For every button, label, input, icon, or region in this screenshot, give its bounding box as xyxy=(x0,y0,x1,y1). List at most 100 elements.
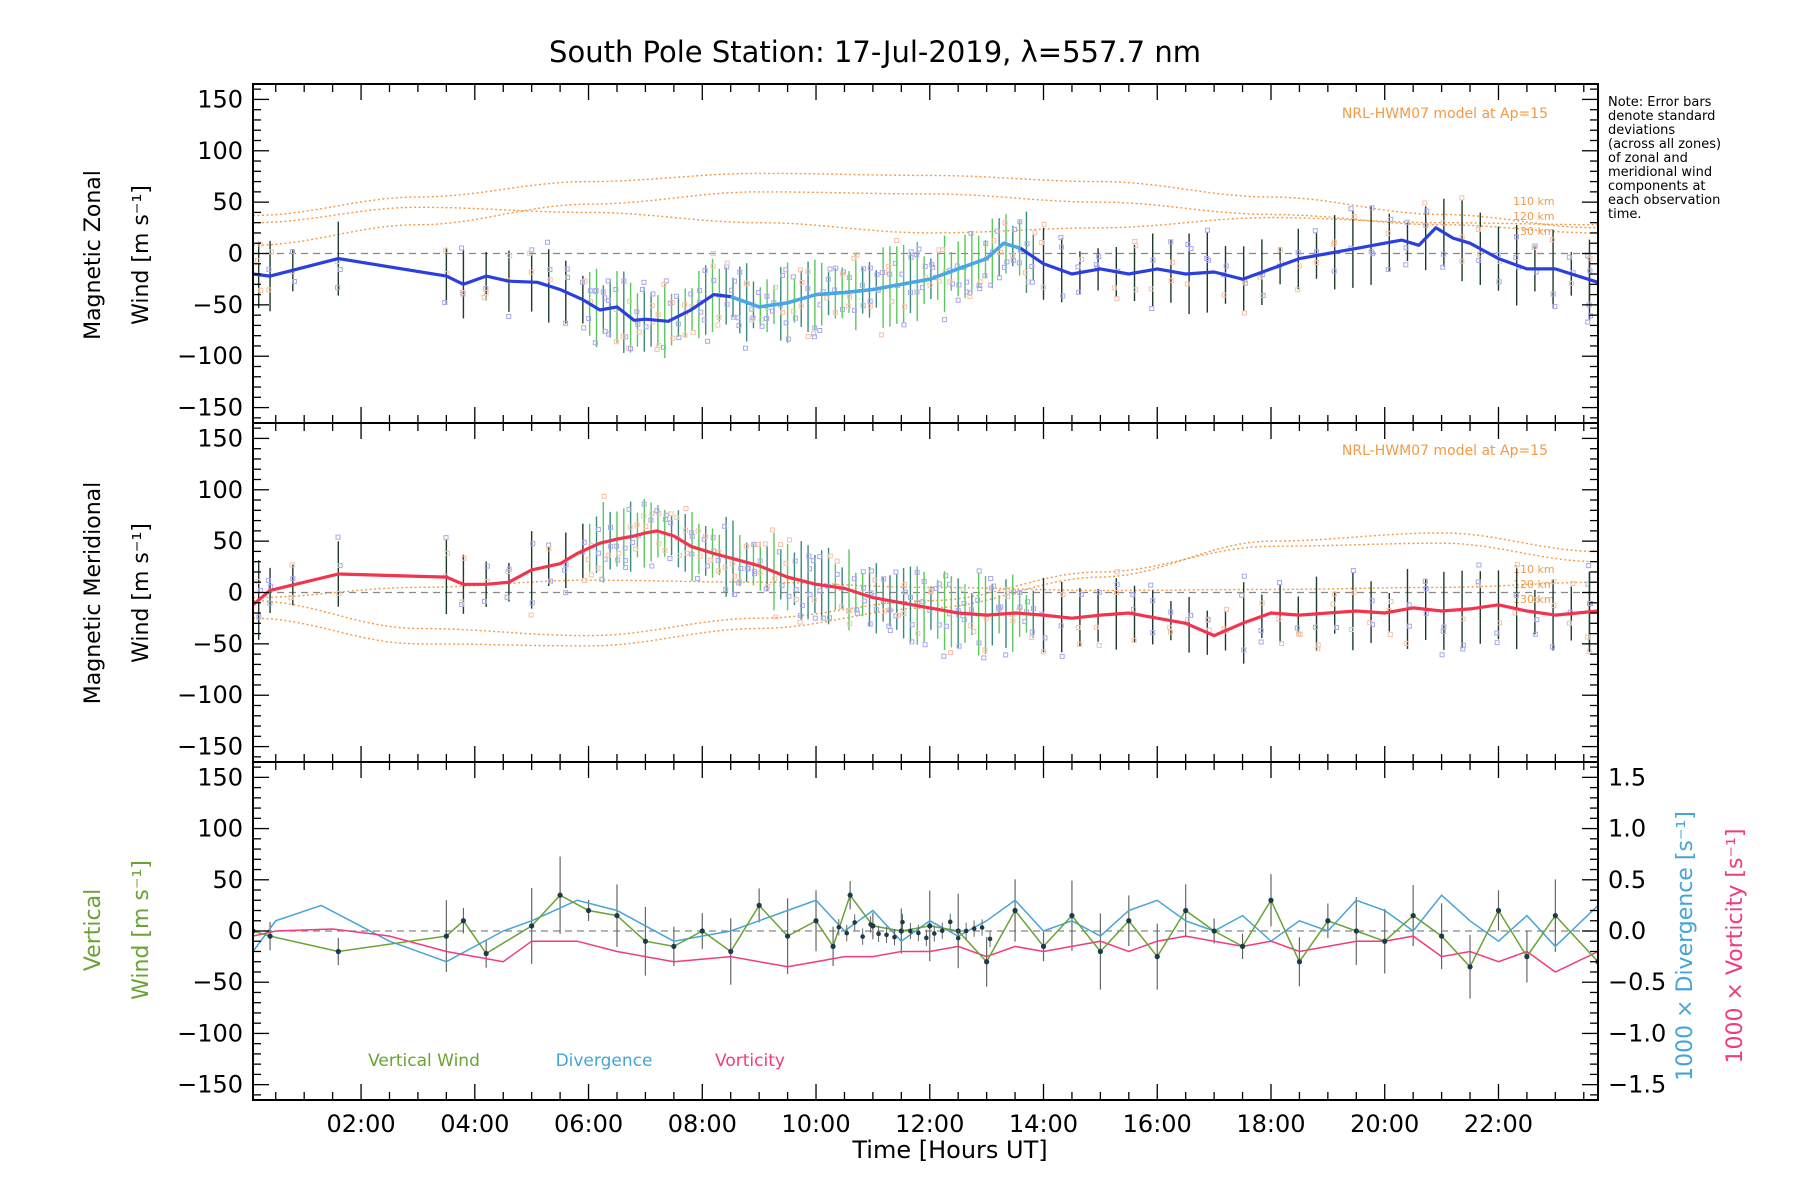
scatter-point xyxy=(1497,620,1503,626)
scatter-point xyxy=(976,568,982,574)
scatter-point xyxy=(649,510,655,516)
scatter-point xyxy=(697,553,703,559)
scatter-point xyxy=(825,276,831,282)
scatter-point xyxy=(587,288,593,294)
scatter-point xyxy=(1587,255,1593,261)
vertical-wind-point xyxy=(1211,928,1217,934)
scatter-point xyxy=(1012,226,1018,232)
scatter-point xyxy=(483,289,489,295)
scatter-point xyxy=(736,580,742,586)
legend-divergence: Divergence xyxy=(556,1051,653,1071)
scatter-point xyxy=(1475,226,1481,232)
y-tick-label: 150 xyxy=(197,424,243,452)
vertical-wind-point xyxy=(483,950,489,957)
scatter-point xyxy=(943,573,949,579)
scatter-point xyxy=(1587,268,1593,274)
scatter-point xyxy=(663,512,669,518)
scatter-point xyxy=(484,563,490,569)
scatter-point xyxy=(695,528,701,534)
model-curve xyxy=(253,172,1598,229)
scatter-point xyxy=(562,567,568,573)
scatter-point xyxy=(586,316,592,322)
scatter-point xyxy=(1133,243,1139,249)
y-tick-label: 100 xyxy=(197,815,243,843)
vertical-wind-point xyxy=(756,902,762,908)
chart-title: South Pole Station: 17-Jul-2019, λ=557.7… xyxy=(549,35,1201,69)
scatter-point xyxy=(920,599,926,605)
scatter-point xyxy=(779,582,785,588)
scatter-point xyxy=(1460,616,1466,622)
vertical-wind-point xyxy=(1069,913,1075,919)
scatter-point xyxy=(867,265,873,271)
scatter-point xyxy=(1369,598,1375,604)
scatter-point xyxy=(600,289,606,295)
right-y-tick-label: 1.0 xyxy=(1608,815,1646,843)
scatter-point xyxy=(827,266,833,272)
scatter-point xyxy=(649,563,655,569)
y-tick-label: 150 xyxy=(197,763,243,791)
scatter-point xyxy=(764,315,770,321)
scatter-point xyxy=(854,252,860,258)
scatter-point xyxy=(1513,255,1519,261)
scatter-point xyxy=(1132,238,1138,244)
scatter-point xyxy=(563,320,569,326)
scatter-point xyxy=(1512,610,1518,616)
scatter-point xyxy=(708,557,714,563)
scatter-point xyxy=(1029,279,1035,285)
scatter-point xyxy=(650,291,656,297)
scatter-point xyxy=(1348,627,1354,633)
scatter-point xyxy=(947,279,953,285)
scatter-point xyxy=(683,527,689,533)
scatter-point xyxy=(257,241,263,247)
scatter-point xyxy=(1167,629,1173,635)
scatter-point xyxy=(810,558,816,564)
scatter-point xyxy=(528,612,534,618)
zonal-plot: 150 100 50 0 −50 −100 −150 xyxy=(177,83,1599,424)
scatter-point xyxy=(799,280,805,286)
vertical-wind-point xyxy=(836,924,842,930)
scatter-point xyxy=(879,332,885,338)
scatter-point xyxy=(711,277,717,283)
scatter-point xyxy=(1476,562,1482,568)
scatter-point xyxy=(581,539,587,545)
scatter-point xyxy=(834,571,840,577)
scatter-point xyxy=(1005,587,1011,593)
scatter-point xyxy=(716,314,722,320)
scatter-point xyxy=(780,309,786,315)
scatter-point xyxy=(564,266,570,272)
scatter-point xyxy=(1001,264,1007,270)
scatter-point xyxy=(266,578,272,584)
scatter-point xyxy=(807,566,813,572)
scatter-point xyxy=(563,561,569,567)
scatter-point xyxy=(1150,598,1156,604)
scatter-point xyxy=(1439,652,1445,658)
vertical-wind-point xyxy=(927,923,933,929)
scatter-point xyxy=(943,623,949,629)
scatter-point xyxy=(614,543,620,549)
vertical-wind-point xyxy=(955,935,961,941)
scatter-point xyxy=(675,321,681,327)
scatter-point xyxy=(289,562,295,568)
scatter-point xyxy=(908,594,914,600)
scatter-point xyxy=(504,594,510,600)
scatter-point xyxy=(1024,241,1030,247)
scatter-point xyxy=(459,599,465,605)
scatter-point xyxy=(887,628,893,634)
model-curve xyxy=(253,542,1598,637)
scatter-point xyxy=(1367,620,1373,626)
x-tick-label: 06:00 xyxy=(554,1110,623,1138)
scatter-point xyxy=(1093,624,1099,630)
scatter-point xyxy=(729,287,735,293)
model-curve xyxy=(253,579,1598,599)
scatter-point xyxy=(602,295,608,301)
scatter-point xyxy=(667,300,673,306)
scatter-point xyxy=(975,597,981,603)
scatter-point xyxy=(648,517,654,523)
scatter-point xyxy=(1459,234,1465,240)
scatter-point xyxy=(872,577,878,583)
scatter-point xyxy=(988,576,994,582)
zonal-panel: NRL-HWM07 model at Ap=15 110 km 120 km 1… xyxy=(81,106,1555,340)
scatter-point xyxy=(1076,289,1082,295)
scatter-point xyxy=(845,303,851,309)
vertical-wind-point xyxy=(1296,959,1303,965)
